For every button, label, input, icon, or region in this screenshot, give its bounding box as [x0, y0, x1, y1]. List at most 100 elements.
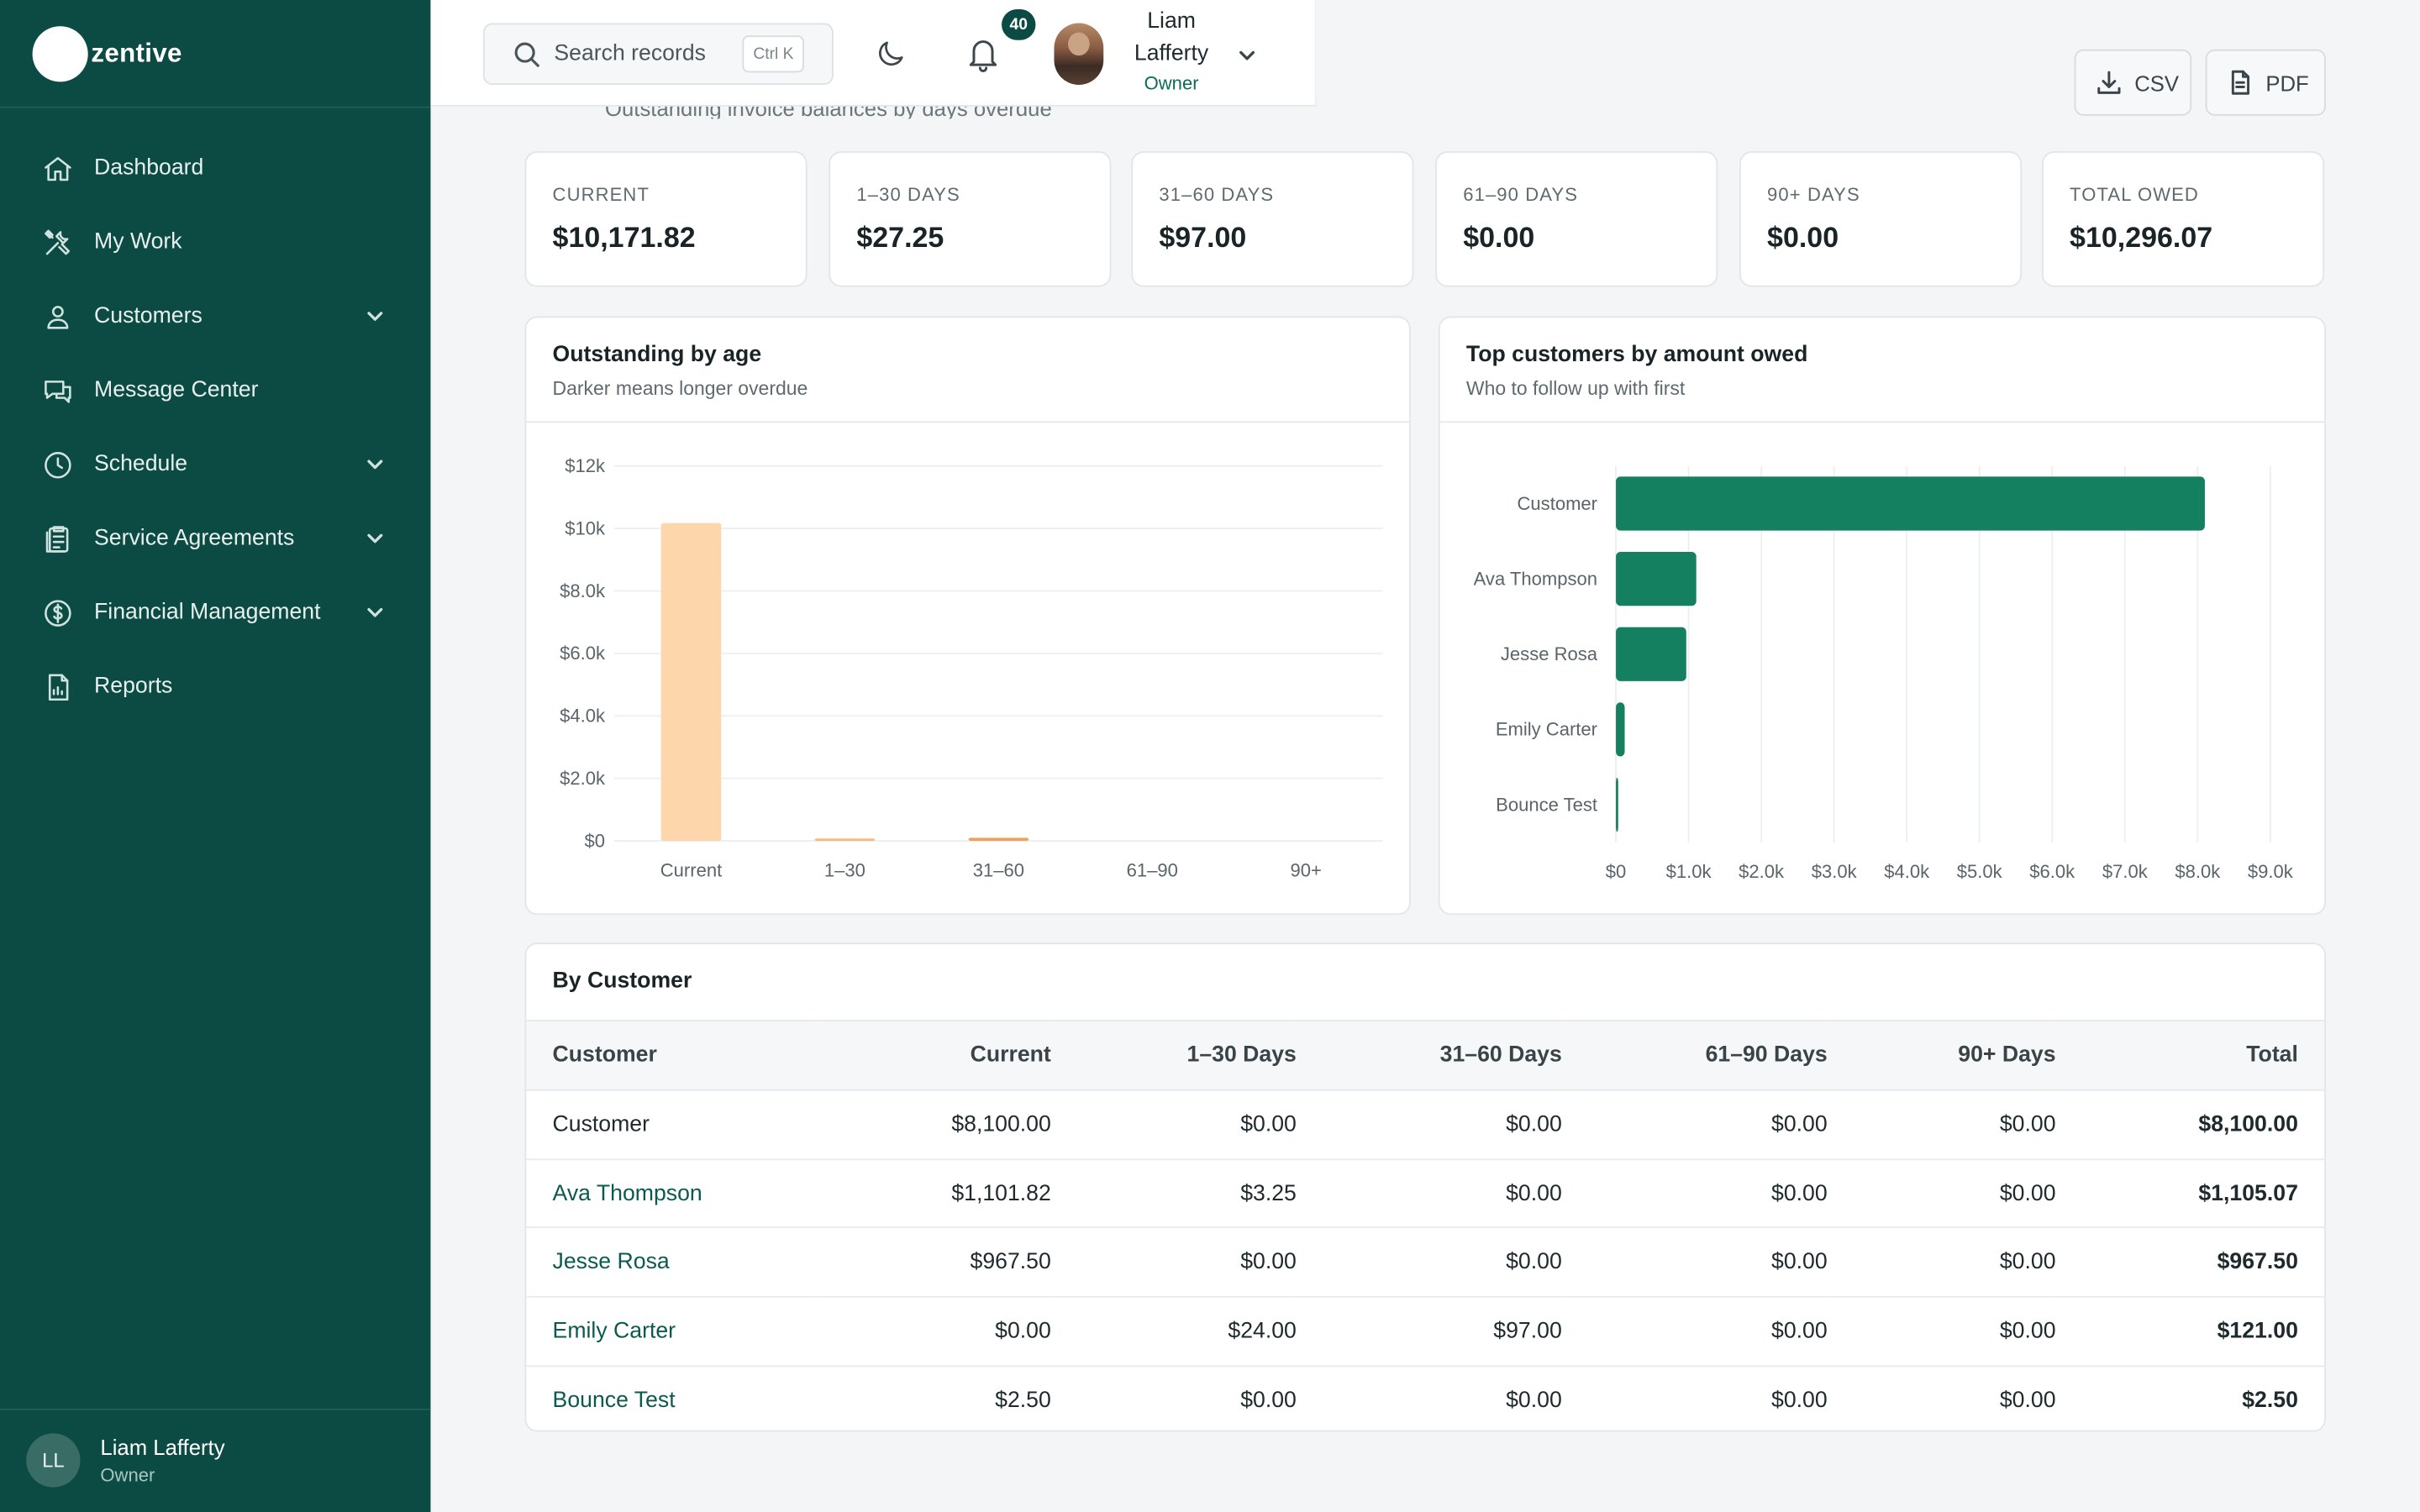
y-tick-label: $4.0k — [560, 706, 606, 727]
chart-title: Outstanding by age — [552, 342, 762, 368]
cell-90-plus: $0.00 — [1999, 1181, 2056, 1206]
y-tick-label: Bounce Test — [1496, 794, 1597, 815]
sidebar-item-customers[interactable]: Customers — [0, 279, 430, 353]
chevron-down-icon[interactable] — [366, 306, 384, 324]
chevron-down-icon[interactable] — [366, 601, 384, 620]
kpi-label: 1–30 DAYS — [856, 183, 960, 206]
y-tick-label: Customer — [1518, 493, 1598, 514]
sidebar-item-schedule[interactable]: Schedule — [0, 428, 430, 501]
cell-1-30: $24.00 — [1228, 1319, 1297, 1344]
column-header-total[interactable]: Total — [2055, 1020, 2325, 1091]
column-header-61-90-days[interactable]: 61–90 Days — [1561, 1020, 1828, 1091]
sidebar-item-financial-management[interactable]: Financial Management — [0, 575, 430, 649]
user-menu[interactable]: Liam Lafferty Owner — [1123, 6, 1219, 94]
x-tick-label: 1–30 — [824, 859, 865, 880]
sidebar-user-name: Liam Lafferty — [100, 1435, 225, 1460]
kpi-value: $0.00 — [1463, 220, 1535, 254]
customer-link[interactable]: Emily Carter — [552, 1319, 676, 1344]
cell-90-plus: $0.00 — [1999, 1111, 2056, 1137]
user-name: Liam Lafferty — [1134, 9, 1209, 66]
x-tick-label: $6.0k — [2029, 861, 2075, 882]
tools-icon — [40, 225, 74, 259]
card-header: Outstanding by age Darker means longer o… — [526, 318, 1409, 423]
customer-link[interactable]: Ava Thompson — [552, 1181, 702, 1206]
sidebar-item-label: Message Center — [94, 378, 259, 403]
x-tick-label: $5.0k — [1957, 861, 2003, 882]
sidebar-user[interactable]: LL Liam Lafferty Owner — [26, 1433, 225, 1488]
cell-31-60: $0.00 — [1506, 1250, 1562, 1275]
kpi-label: TOTAL OWED — [2070, 183, 2199, 206]
document-icon — [2231, 70, 2250, 95]
cell-current: $1,101.82 — [951, 1181, 1051, 1206]
logo-mark — [32, 26, 88, 82]
kpi-card-90-plus-days: 90+ DAYS $0.00 — [1739, 151, 2023, 287]
table-row[interactable]: Ava Thompson $1,101.82 $3.25 $0.00 $0.00… — [526, 1159, 2325, 1228]
x-tick-label: $0 — [1606, 861, 1627, 882]
customer-name: Customer — [552, 1111, 650, 1137]
chevron-down-icon[interactable] — [366, 454, 384, 472]
kpi-card-61-90-days: 61–90 DAYS $0.00 — [1435, 151, 1718, 287]
column-header-customer[interactable]: Customer — [526, 1020, 820, 1091]
export-pdf-button[interactable]: PDF — [2205, 49, 2326, 116]
kpi-value: $97.00 — [1159, 220, 1247, 254]
cell-31-60: $97.00 — [1493, 1319, 1562, 1344]
sidebar-footer-divider — [0, 1408, 431, 1410]
bar — [1616, 777, 1618, 832]
x-tick-label: $9.0k — [2248, 861, 2294, 882]
sidebar: zentive Dashboard My Work Customers Mess… — [0, 0, 431, 1512]
column-header-31-60-days[interactable]: 31–60 Days — [1296, 1020, 1562, 1091]
bar — [1616, 476, 2205, 531]
by-customer-table: Customer Current 1–30 Days 31–60 Days 61… — [526, 1020, 2325, 1431]
aging-bar-chart: $0 $2.0k $4.0k $6.0k $8.0k $10k $12k Current 1–3… — [560, 455, 1383, 880]
cell-31-60: $0.00 — [1506, 1181, 1562, 1206]
sidebar-item-my-work[interactable]: My Work — [0, 205, 430, 279]
column-header-1-30-days[interactable]: 1–30 Days — [1050, 1020, 1297, 1091]
cell-61-90: $0.00 — [1771, 1250, 1828, 1275]
x-tick-label: $4.0k — [1884, 861, 1930, 882]
table-row[interactable]: Emily Carter $0.00 $24.00 $97.00 $0.00 $… — [526, 1297, 2325, 1366]
cell-90-plus: $0.00 — [1999, 1319, 2056, 1344]
y-tick-label: $12k — [565, 455, 606, 476]
chevron-down-icon[interactable] — [1238, 45, 1256, 63]
sidebar-item-label: Customers — [94, 303, 203, 329]
cell-total: $2.50 — [2242, 1388, 2298, 1414]
bell-icon[interactable] — [966, 35, 1000, 72]
cell-current: $967.50 — [970, 1250, 1051, 1275]
search-input[interactable]: Search records Ctrl K — [482, 23, 834, 86]
sidebar-item-message-center[interactable]: Message Center — [0, 354, 430, 428]
export-csv-button[interactable]: CSV — [2074, 49, 2192, 116]
export-pdf-label: PDF — [2265, 70, 2309, 95]
column-header-current[interactable]: Current — [819, 1020, 1051, 1091]
column-header-90-plus-days[interactable]: 90+ Days — [1827, 1020, 2056, 1091]
y-tick-label: Ava Thompson — [1474, 568, 1597, 589]
table-row[interactable]: Customer $8,100.00 $0.00 $0.00 $0.00 $0.… — [526, 1090, 2325, 1159]
download-icon — [2097, 71, 2121, 94]
avatar: LL — [26, 1433, 81, 1488]
sidebar-item-label: Reports — [94, 674, 173, 700]
moon-icon[interactable] — [874, 37, 908, 71]
cell-61-90: $0.00 — [1771, 1319, 1828, 1344]
table-row[interactable]: Jesse Rosa $967.50 $0.00 $0.00 $0.00 $0.… — [526, 1228, 2325, 1297]
sidebar-item-service-agreements[interactable]: Service Agreements — [0, 501, 430, 575]
x-tick-label: Current — [660, 859, 722, 880]
chevron-down-icon[interactable] — [366, 528, 384, 546]
customer-link[interactable]: Bounce Test — [552, 1388, 676, 1414]
kpi-card-1-30-days: 1–30 DAYS $27.25 — [829, 151, 1112, 287]
cell-1-30: $3.25 — [1240, 1181, 1297, 1206]
sidebar-user-role: Owner — [100, 1464, 155, 1486]
sidebar-divider — [0, 106, 431, 108]
by-customer-table-card: By Customer Customer Current 1–30 Days 3… — [524, 942, 2326, 1432]
logo[interactable]: zentive — [32, 26, 182, 82]
bar — [1616, 627, 1686, 681]
avatar[interactable] — [1054, 23, 1104, 86]
x-tick-label: 61–90 — [1127, 859, 1178, 880]
sidebar-item-dashboard[interactable]: Dashboard — [0, 131, 430, 205]
y-tick-label: Jesse Rosa — [1501, 643, 1598, 664]
sidebar-nav: Dashboard My Work Customers Message Cent… — [0, 131, 430, 723]
customer-link[interactable]: Jesse Rosa — [552, 1250, 670, 1275]
sidebar-item-label: Service Agreements — [94, 526, 295, 551]
sidebar-item-reports[interactable]: Reports — [0, 649, 430, 723]
table-row[interactable]: Bounce Test $2.50 $0.00 $0.00 $0.00 $0.0… — [526, 1366, 2324, 1431]
cell-current: $8,100.00 — [951, 1111, 1051, 1137]
